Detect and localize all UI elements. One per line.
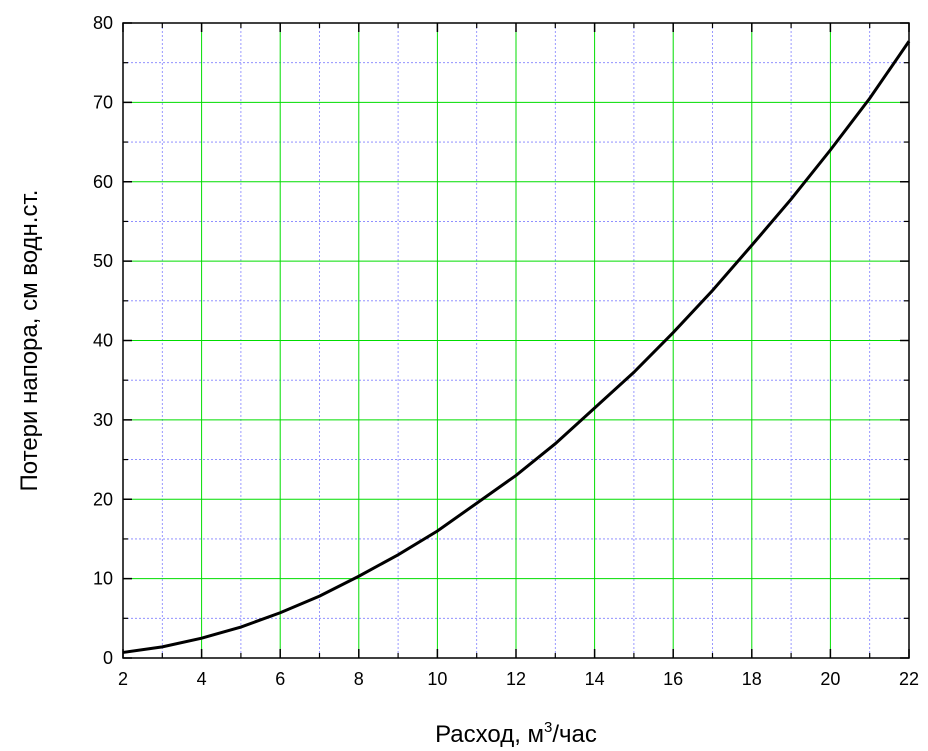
y-tick-label: 0	[103, 648, 113, 668]
x-tick-label: 12	[506, 669, 526, 689]
y-tick-label: 70	[93, 92, 113, 112]
x-tick-label: 8	[354, 669, 364, 689]
y-axis-title: Потери напора, см водн.ст.	[16, 190, 43, 492]
x-tick-label: 6	[275, 669, 285, 689]
y-tick-label: 60	[93, 172, 113, 192]
x-tick-label: 22	[899, 669, 919, 689]
x-axis-title-rest: /час	[552, 721, 597, 748]
y-tick-label: 10	[93, 569, 113, 589]
x-axis-title-sup: 3	[544, 719, 552, 736]
x-tick-label: 10	[427, 669, 447, 689]
x-tick-label: 20	[820, 669, 840, 689]
y-tick-label: 30	[93, 410, 113, 430]
grid	[123, 23, 909, 658]
x-axis-title: Расход, м3/час	[435, 719, 597, 748]
y-tick-label: 50	[93, 251, 113, 271]
tick-labels: 2 4 6 8 10 12 14 16 18 20 22 0 10 20 30 40 50 60 70 80	[93, 13, 919, 689]
series-line	[122, 40, 911, 654]
tick-marks	[122, 22, 910, 659]
y-tick-label: 20	[93, 489, 113, 509]
x-tick-label: 4	[197, 669, 207, 689]
x-tick-label: 16	[663, 669, 683, 689]
x-tick-label: 2	[118, 669, 128, 689]
x-tick-label: 14	[585, 669, 605, 689]
y-tick-label: 80	[93, 13, 113, 33]
x-tick-label: 18	[742, 669, 762, 689]
x-axis-title-main: Расход, м	[435, 721, 544, 748]
y-tick-label: 40	[93, 331, 113, 351]
